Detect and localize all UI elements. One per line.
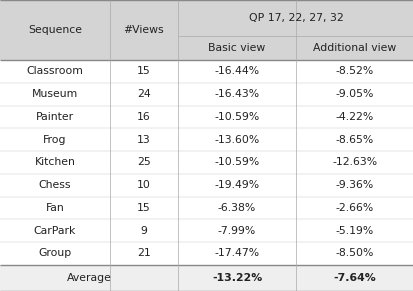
Bar [0,242,109,265]
Text: #Views: #Views [123,25,164,35]
Text: QP 17, 22, 27, 32: QP 17, 22, 27, 32 [248,13,342,23]
Text: 24: 24 [137,89,150,99]
Bar [0,128,109,151]
Text: 25: 25 [137,157,150,167]
Bar [178,151,295,174]
Text: -19.49%: -19.49% [214,180,259,190]
Bar [0,151,109,174]
Text: 13: 13 [137,135,150,145]
Bar [178,106,295,128]
Text: 21: 21 [137,249,150,258]
Text: -7.99%: -7.99% [217,226,256,236]
Bar [295,265,413,291]
Bar [178,36,295,60]
Text: Fan: Fan [45,203,64,213]
Bar [0,83,109,106]
Text: 9: 9 [140,226,147,236]
Bar [0,60,109,83]
Text: Frog: Frog [43,135,66,145]
Bar [295,128,413,151]
Bar [109,174,178,196]
Bar [178,219,295,242]
Text: -8.52%: -8.52% [335,66,373,77]
Text: -10.59%: -10.59% [214,112,259,122]
Text: Kitchen: Kitchen [34,157,75,167]
Bar [0,219,109,242]
Text: -16.44%: -16.44% [214,66,259,77]
Text: -6.38%: -6.38% [217,203,256,213]
Text: 16: 16 [137,112,150,122]
Text: Basic view: Basic view [208,43,265,53]
Text: -10.59%: -10.59% [214,157,259,167]
Text: 10: 10 [137,180,150,190]
Bar [178,174,295,196]
Bar [295,242,413,265]
Text: -12.63%: -12.63% [332,157,377,167]
Text: -5.19%: -5.19% [335,226,373,236]
Bar [0,0,109,60]
Bar [295,151,413,174]
Text: -16.43%: -16.43% [214,89,259,99]
Text: -2.66%: -2.66% [335,203,373,213]
Text: CarPark: CarPark [33,226,76,236]
Bar [109,242,178,265]
Text: Additional view: Additional view [313,43,396,53]
Text: Painter: Painter [36,112,74,122]
Bar [0,106,109,128]
Bar [109,60,178,83]
Bar [178,196,295,219]
Bar [295,219,413,242]
Text: -17.47%: -17.47% [214,249,259,258]
Text: 15: 15 [137,203,150,213]
Bar [0,174,109,196]
Bar [109,83,178,106]
Bar [295,174,413,196]
Text: -4.22%: -4.22% [335,112,373,122]
Bar [295,60,413,83]
Text: -9.05%: -9.05% [335,89,373,99]
Text: Average: Average [66,273,111,283]
Bar [178,83,295,106]
Text: Sequence: Sequence [28,25,82,35]
Bar [109,0,178,60]
Bar [178,60,295,83]
Text: Museum: Museum [32,89,78,99]
Text: Group: Group [38,249,71,258]
Bar [109,106,178,128]
Bar [178,128,295,151]
Bar [178,242,295,265]
Text: Classroom: Classroom [26,66,83,77]
Bar [109,219,178,242]
Bar [178,265,295,291]
Text: -13.60%: -13.60% [214,135,259,145]
Bar [0,196,109,219]
Bar [178,0,413,36]
Bar [295,36,413,60]
Bar [109,196,178,219]
Text: -13.22%: -13.22% [211,273,261,283]
Bar [109,151,178,174]
Text: -9.36%: -9.36% [335,180,373,190]
Text: 15: 15 [137,66,150,77]
Bar [0,265,178,291]
Text: -7.64%: -7.64% [333,273,375,283]
Bar [295,106,413,128]
Bar [295,83,413,106]
Text: Chess: Chess [38,180,71,190]
Bar [109,128,178,151]
Text: -8.50%: -8.50% [335,249,373,258]
Bar [295,196,413,219]
Text: -8.65%: -8.65% [335,135,373,145]
